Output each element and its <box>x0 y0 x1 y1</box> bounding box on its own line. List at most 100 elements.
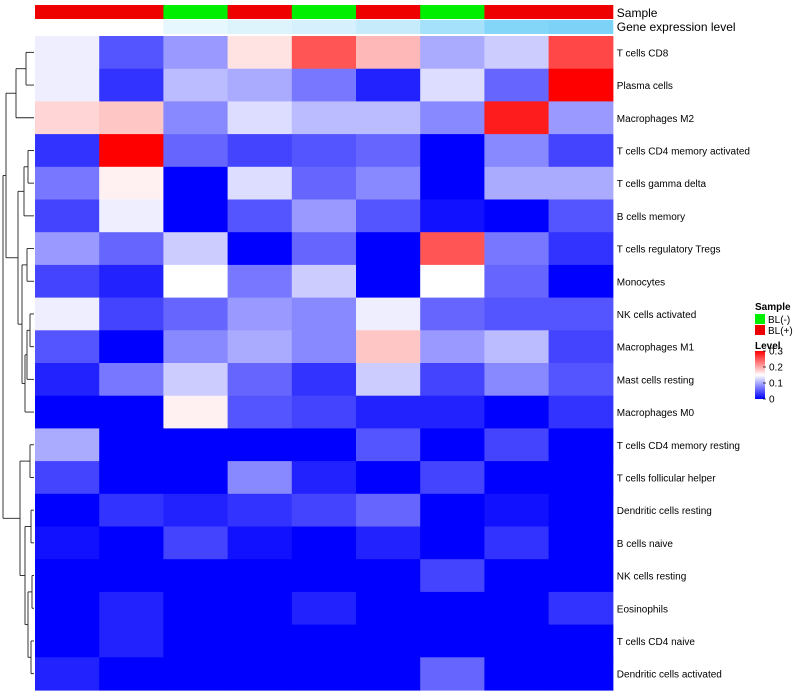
heatmap-cell <box>163 68 229 102</box>
heatmap-cell <box>227 330 293 364</box>
heatmap-cell <box>548 428 614 462</box>
heatmap-cell <box>356 493 421 528</box>
heatmap-cell <box>99 526 164 560</box>
heatmap-cell <box>548 232 614 266</box>
row-label: Macrophages M1 <box>617 343 695 354</box>
heatmap-cell <box>291 363 357 397</box>
heatmap-cell <box>163 559 229 593</box>
heatmap-cell <box>99 134 164 168</box>
row-label: NK cells resting <box>617 572 686 583</box>
sample-annotation-cell <box>99 5 164 19</box>
heatmap-cell <box>420 493 485 528</box>
heatmap-cell <box>356 330 421 364</box>
heatmap-cell <box>99 559 164 593</box>
heatmap-cell <box>420 101 485 135</box>
heatmap-cell <box>291 232 357 266</box>
row-label: Dendritic cells resting <box>617 506 712 517</box>
heatmap-cell <box>163 591 229 626</box>
heatmap-cell <box>35 428 100 462</box>
heatmap-cell <box>548 657 614 691</box>
heatmap-cell <box>35 101 100 135</box>
heatmap-cell <box>227 526 293 560</box>
heatmap-cell <box>420 330 485 364</box>
heatmap-cell <box>484 166 550 201</box>
sample-annotation-cell <box>548 5 614 19</box>
heatmap-cell <box>163 101 229 135</box>
heatmap-cell <box>548 363 614 397</box>
heatmap-cell <box>35 657 100 691</box>
heatmap-cell <box>227 559 293 593</box>
heatmap-cell <box>356 526 421 560</box>
sample-legend-label: BL(+) <box>768 326 793 337</box>
heatmap-cell <box>484 330 550 364</box>
heatmap-cell <box>99 297 164 331</box>
sample-annotation-cell <box>163 5 229 19</box>
heatmap-cell <box>227 363 293 397</box>
heatmap-cell <box>227 101 293 135</box>
heatmap-cell <box>227 395 293 429</box>
heatmap-cell <box>99 395 164 429</box>
level-tick-label: 0 <box>769 395 775 406</box>
heatmap-cell <box>291 493 357 528</box>
heatmap-cell <box>227 428 293 462</box>
heatmap-cell <box>356 232 421 266</box>
heatmap-cell <box>291 134 357 168</box>
heatmap-cell <box>484 395 550 429</box>
gene-expression-annotation-cell <box>227 20 293 34</box>
heatmap-cell <box>35 526 100 560</box>
heatmap-cell <box>548 68 614 102</box>
heatmap-cell <box>35 199 100 233</box>
heatmap-cell <box>35 559 100 593</box>
heatmap-cell <box>291 395 357 429</box>
gene-expression-annotation-cell <box>99 20 164 34</box>
heatmap-cell <box>163 624 229 658</box>
row-labels: T cells CD8 Plasma cells Macrophages M2 T c… <box>617 48 750 680</box>
heatmap-cell <box>356 101 421 135</box>
heatmap-cell <box>227 264 293 299</box>
heatmap-cell <box>548 199 614 233</box>
row-label: B cells memory <box>617 212 685 223</box>
row-label: T cells regulatory Tregs <box>617 245 721 256</box>
heatmap-cell <box>356 624 421 658</box>
heatmap-cell <box>163 232 229 266</box>
gene-expression-annotation-cell <box>548 20 614 34</box>
heatmap-cell <box>35 264 100 299</box>
sample-legend-title: Sample <box>755 302 791 313</box>
heatmap-cell <box>163 36 229 70</box>
heatmap-cell <box>99 264 164 299</box>
heatmap-cell <box>35 591 100 626</box>
heatmap-cell <box>35 330 100 364</box>
heatmap-cell <box>484 493 550 528</box>
level-tick-label: 0.3 <box>769 347 783 358</box>
heatmap-cell <box>420 36 485 70</box>
heatmap-cell <box>163 461 229 495</box>
heatmap-cell <box>99 232 164 266</box>
heatmap-cell <box>548 526 614 560</box>
heatmap-cell <box>420 461 485 495</box>
heatmap-cell <box>227 134 293 168</box>
heatmap-cell <box>99 101 164 135</box>
heatmap-cell <box>163 199 229 233</box>
heatmap-cell <box>356 461 421 495</box>
row-label: B cells naive <box>617 539 674 550</box>
row-label: Monocytes <box>617 277 665 288</box>
level-tick-label: 0.2 <box>769 363 783 374</box>
level-legend-title: Level <box>755 341 781 352</box>
heatmap-cell <box>548 297 614 331</box>
gene-expression-annotation-cell <box>356 20 421 34</box>
heatmap-cell <box>35 134 100 168</box>
heatmap-cell <box>484 134 550 168</box>
row-label: T cells CD4 memory activated <box>617 146 750 157</box>
heatmap-cell <box>163 330 229 364</box>
row-label: T cells CD4 naive <box>617 637 696 648</box>
sample-annotation-cell <box>484 5 550 19</box>
heatmap-cell <box>356 591 421 626</box>
row-dendrogram <box>2 51 34 675</box>
heatmap-cell <box>420 624 485 658</box>
heatmap-cell <box>484 68 550 102</box>
heatmap-cell <box>163 657 229 691</box>
sample-legend-swatch <box>755 314 765 324</box>
heatmap-cell <box>227 232 293 266</box>
heatmap-cell <box>227 166 293 201</box>
